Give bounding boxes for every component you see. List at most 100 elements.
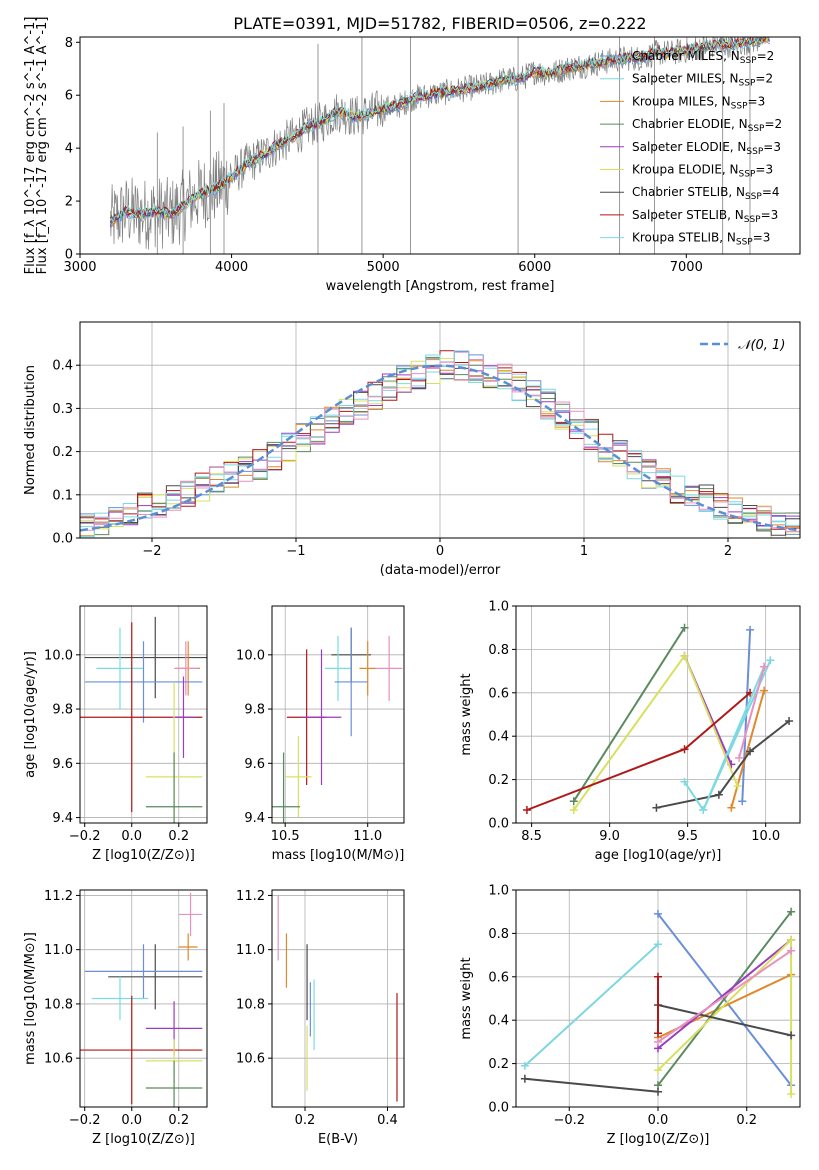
x-tick-label: 9.5 [677,829,698,844]
legend-label-main: Chabrier ELODIE, N [632,117,748,131]
series-marker [787,935,796,944]
series-marker [680,623,689,632]
y-tick-label: 9.6 [52,757,73,772]
y-tick-label: 6 [65,89,73,104]
y-tick-label: 2 [65,195,73,210]
x-tick-label: 0.4 [377,1113,398,1128]
model-line-kroupa_stelib [109,37,768,224]
y-axis-label: mass weight [459,673,474,755]
y-tick-label: 0 [65,248,73,263]
legend-label-sub: SSP [739,79,756,89]
x-tick-label: 0.2 [295,1113,316,1128]
plot-area [80,616,207,823]
y-tick-label: 0.2 [488,1057,509,1072]
plots-layer: 3000 4000 5000 6000 7000 0 2 4 6 8 wavelength [Ang… [23,17,801,1147]
y-tick-label: 10.6 [44,1052,73,1067]
x-tick-label: 0.2 [736,1113,757,1128]
y-tick-label: 4 [65,142,73,157]
legend-label-main: Kroupa ELODIE, N [632,163,739,177]
x-tick-label: 7000 [670,260,703,275]
panel-age_vs_Z: −0.2 0.0 0.2 9.4 9.6 9.8 10.0 Z [log10(Z/Z⊙)] ag… [23,605,208,863]
x-axis-label: (data-model)/error [380,563,501,578]
x-tick-label: 0.2 [168,1113,189,1128]
x-axis-label: Z [log10(Z/Z⊙)] [92,1132,195,1147]
panel-mass_vs_ebv: 0.2 0.4 10.6 10.8 11.0 11.2 E(B-V) [236,889,405,1147]
legend-label-sub: SSP [745,192,762,202]
series-marker [746,747,755,756]
x-tick-label: 0.0 [648,1113,669,1128]
y-tick-label: 0.3 [52,402,73,417]
y-tick-label: 9.8 [244,703,265,718]
y-tick-label: 11.0 [236,943,265,958]
x-tick-label: 11.0 [353,829,382,844]
x-tick-label: −1 [286,544,305,559]
legend-label: Chabrier ELODIE, NSSP=2 [632,117,782,134]
axes-frame [271,889,405,1108]
legend-label: Salpeter STELIB, NSSP=3 [632,208,778,225]
plot-area [522,623,794,814]
y-tick-label: 0.8 [488,643,509,658]
y-tick-label: 0.0 [52,532,73,547]
legend-label: Chabrier STELIB, NSSP=4 [632,185,780,202]
y-axis-label: Normed distribution [23,365,38,495]
legend-label-sub: SSP [739,170,756,180]
series-marker [569,805,578,814]
x-tick-label: 0.0 [121,1113,142,1128]
y-tick-label: 0.6 [488,686,509,701]
y-tick-label: 9.6 [244,757,265,772]
x-tick-label: 1 [580,544,588,559]
legend-label-tail: =2 [755,72,773,86]
legend-label-tail: =3 [753,231,771,245]
x-tick-label: 9.0 [599,829,620,844]
x-axis-label: age [log10(age/yr)] [595,848,722,863]
y-axis-label: mass weight [459,957,474,1039]
x-tick-label: −0.2 [553,1113,585,1128]
legend-label-sub: SSP [736,238,753,248]
series-marker [522,805,531,814]
x-tick-label: 4000 [215,260,248,275]
series-marker [654,1029,662,1038]
series-line-chabrier_stelib [657,1004,792,1037]
panel-residuals: −2 −1 0 1 2 0.0 0.1 0.2 0.3 0.4 (data-model)/error… [23,321,801,578]
series-marker [760,686,769,695]
panel-mass_vs_Z: −0.2 0.0 0.2 10.6 10.8 11.0 11.2 Z [log10(Z/Z⊙)… [23,889,208,1147]
y-tick-label: 11.2 [236,889,265,904]
series-marker [733,782,742,791]
series-marker [520,1061,529,1070]
y-tick-label: 10.6 [236,1052,265,1067]
plot-area [80,350,800,538]
y-tick-label: 0.4 [52,359,73,374]
figure-title: PLATE=0391, MJD=51782, FIBERID=0506, z=0… [233,14,646,33]
y-tick-label: 9.4 [52,811,73,826]
legend-label-main: Chabrier STELIB, N [632,185,745,199]
axes-frame [79,889,208,1108]
legend-label: Kroupa MILES, NSSP=3 [632,94,765,111]
series-marker [787,946,796,955]
legend-label-sub: SSP [731,101,748,111]
y-tick-label: 10.0 [44,648,73,663]
series-marker [654,972,662,981]
x-tick-label: 0.2 [168,829,189,844]
y-tick-label: 11.0 [44,943,73,958]
panel-weight_vs_Z: −0.2 0.0 0.2 0.0 0.2 0.4 0.6 0.8 1.0 Z [log10(Z/Z… [459,884,801,1147]
plot-area [80,892,203,1107]
legend-label: Kroupa STELIB, NSSP=3 [632,231,770,248]
series-marker [727,803,736,812]
series-line-pink [738,666,766,759]
x-axis-label: E(B-V) [318,1132,358,1147]
legend-label-sub: SSP [748,124,765,134]
x-tick-label: 6000 [518,260,551,275]
series-marker [654,1066,662,1075]
series-line-salpeter_elodie [657,939,792,1050]
x-tick-label: 0.0 [121,829,142,844]
y-axis-label: mass [log10(M/M⊙)] [23,932,38,1065]
series-line-chabrier_elodie [572,627,686,802]
series-marker [760,662,769,671]
axes-frame [79,36,801,255]
y-tick-label: 9.4 [244,811,265,826]
legend-label-tail: =4 [762,185,780,199]
series-marker [738,797,747,806]
x-tick-label: −0.2 [69,1113,101,1128]
